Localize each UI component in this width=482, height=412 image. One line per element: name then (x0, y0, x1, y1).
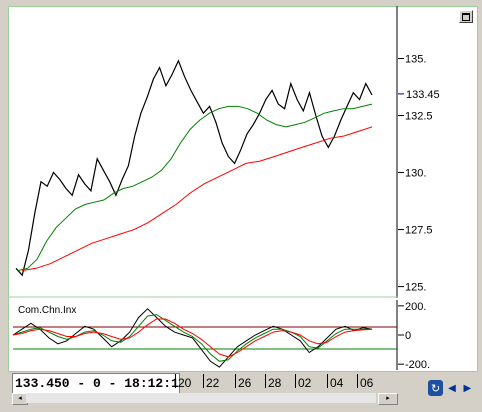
price-series-line (15, 59, 373, 277)
price-axis: 135. 132.5 130. 127.5 125. 133.45 (398, 53, 440, 294)
date-tick-mark (265, 374, 266, 388)
date-label: 22 (206, 376, 220, 390)
price-panel[interactable] (8, 6, 398, 298)
scroll-track[interactable] (26, 393, 376, 403)
date-label: 06 (360, 376, 374, 390)
moving-average-short-line (17, 103, 373, 272)
date-label: 26 (238, 376, 252, 390)
scroll-right-button[interactable]: ▸ (378, 393, 398, 405)
osc-tick-label: 0 (405, 330, 411, 342)
triangle-left-icon[interactable]: ◀ (445, 380, 459, 396)
price-tick-label: 130. (405, 168, 426, 180)
date-label: 02 (298, 376, 312, 390)
price-tick-label: 135. (405, 53, 426, 65)
date-tick-mark (357, 374, 358, 388)
refresh-icon[interactable]: ↻ (428, 380, 444, 396)
price-tick-label: 127.5 (405, 225, 433, 237)
date-label: 04 (330, 376, 344, 390)
last-price-label: 133.45 (406, 89, 440, 101)
oscillator-panel[interactable] (8, 300, 398, 370)
moving-average-long-line (21, 126, 373, 272)
date-tick-mark (235, 374, 236, 388)
osc-line-green (12, 314, 372, 362)
osc-tick-label: -200. (405, 359, 430, 370)
price-tick-label: 125. (405, 282, 426, 294)
osc-line-black (12, 308, 373, 368)
date-tick-mark (295, 374, 296, 388)
triangle-right-icon[interactable]: ▶ (460, 380, 474, 396)
osc-line-red (12, 318, 373, 358)
date-tick-mark (203, 374, 204, 388)
osc-tick-label: 200. (405, 301, 426, 313)
oscillator-title: Com.Chn.Inx (18, 305, 77, 316)
date-label: 28 (268, 376, 282, 390)
date-label: 20 (178, 376, 192, 390)
osc-axis: 200. 0 -200. (398, 301, 430, 370)
date-tick-mark (175, 374, 176, 388)
status-readout: 133.450 - 0 - 18:12:19 (12, 373, 180, 395)
restore-button[interactable] (459, 10, 473, 23)
navigation-controls: ↻ ◀ ▶ (428, 380, 474, 400)
chart-area[interactable] (8, 6, 478, 372)
price-tick-label: 132.5 (405, 111, 433, 123)
date-tick-mark (327, 374, 328, 388)
